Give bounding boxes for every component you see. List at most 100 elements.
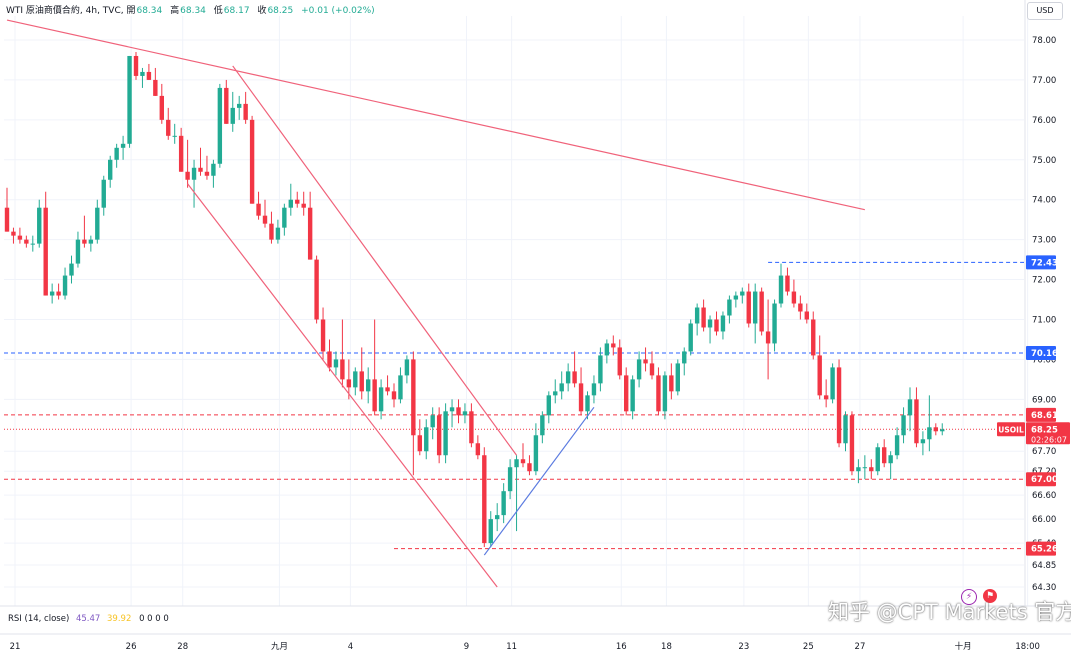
- candle-body: [791, 291, 797, 304]
- candle-body: [772, 303, 777, 344]
- candle-body: [62, 275, 68, 296]
- candle-body: [275, 227, 281, 240]
- currency-button[interactable]: USD: [1027, 2, 1063, 20]
- candle-body: [785, 275, 790, 292]
- candle-body: [172, 135, 177, 137]
- candle-body: [217, 87, 223, 164]
- candle-body: [443, 411, 448, 456]
- candle-body: [282, 207, 287, 228]
- candle-body: [617, 347, 622, 376]
- candle-body: [482, 455, 487, 544]
- candle-body: [456, 407, 461, 416]
- y-tick-label: 75.00: [1032, 156, 1056, 166]
- candle-body: [817, 355, 822, 396]
- candle-body: [862, 467, 868, 469]
- candle-body: [108, 159, 113, 180]
- candle-body: [185, 171, 190, 180]
- x-tick-label: 9: [464, 642, 469, 652]
- candle-body: [249, 119, 255, 204]
- candle-body: [720, 315, 726, 332]
- candle-body: [540, 415, 545, 436]
- candle-body: [191, 167, 197, 180]
- candle-body: [333, 359, 339, 368]
- candle-body: [727, 299, 732, 316]
- candle-body: [649, 363, 655, 376]
- change-value: +0.01 (+0.02%): [301, 6, 375, 16]
- candle-body: [669, 375, 674, 392]
- candle-body: [682, 351, 687, 364]
- candle-body: [830, 367, 835, 400]
- y-tick-label: 77.00: [1032, 76, 1056, 86]
- candle-body: [469, 411, 474, 444]
- candle-body: [159, 95, 164, 120]
- candle-body: [856, 467, 861, 472]
- price-tag-label: 68.61: [1031, 411, 1058, 421]
- candle-body: [43, 207, 48, 296]
- x-tick-label: 27: [855, 642, 866, 652]
- candle-body: [307, 207, 313, 260]
- candle-body: [320, 319, 326, 352]
- candle-body: [546, 395, 551, 416]
- last-price-tag: [1026, 422, 1070, 445]
- candle-body: [553, 391, 558, 396]
- candle-body: [88, 239, 94, 244]
- candle-body: [101, 179, 106, 208]
- candle-body: [604, 343, 610, 356]
- symbol-tag: [997, 422, 1025, 437]
- rsi-value: 45.47: [75, 614, 101, 624]
- y-tick-label: 78.00: [1032, 36, 1056, 46]
- symbol-label: USOIL: [998, 425, 1024, 434]
- x-tick-label: 25: [803, 642, 814, 652]
- price-tag: [1026, 407, 1056, 422]
- candle-body: [359, 371, 364, 392]
- countdown-label: 02:26:07: [1031, 435, 1067, 444]
- candle-body: [398, 375, 403, 400]
- candle-body: [630, 379, 635, 412]
- y-tick-label: 76.00: [1032, 116, 1056, 126]
- candle-body: [643, 359, 648, 364]
- candle-body: [701, 307, 706, 328]
- x-tick-label: 18:00: [1015, 642, 1040, 652]
- candle-body: [914, 399, 919, 444]
- candle-body: [585, 395, 590, 412]
- rsi-legend[interactable]: RSI (14, close) 45.47 39.92 0 0 0 0: [8, 614, 169, 624]
- x-tick-label: 九月: [271, 642, 288, 652]
- candle-body: [24, 239, 29, 244]
- candle-body: [714, 319, 719, 332]
- x-tick-label: 23: [738, 642, 749, 652]
- candle-body: [243, 103, 248, 120]
- candle-body: [153, 79, 158, 96]
- candle-body: [501, 491, 506, 516]
- candle-body: [778, 275, 784, 304]
- flag-icon[interactable]: ⚑: [983, 589, 997, 603]
- candle-body: [353, 371, 358, 388]
- rsi-ma-value: 39.92: [107, 614, 132, 624]
- lightning-icon[interactable]: ⚡: [961, 589, 977, 605]
- instrument-label[interactable]: WTI 原油商價合約, 4h, TVC: [6, 6, 121, 16]
- y-tick-label: 69.00: [1032, 395, 1056, 405]
- watermark: 知乎 @CPT Markets 官方: [828, 600, 1071, 624]
- candle-body: [559, 383, 564, 392]
- candle-body: [378, 387, 384, 412]
- candle-body: [140, 71, 145, 76]
- candle-body: [295, 199, 300, 204]
- candle-body: [133, 55, 139, 76]
- candle-body: [759, 291, 764, 332]
- candle-body: [30, 243, 35, 245]
- candle-body: [385, 387, 390, 392]
- y-tick-label: 71.00: [1032, 315, 1056, 325]
- candle-body: [462, 411, 468, 416]
- candle-body: [372, 379, 377, 412]
- close-label: 收: [257, 6, 267, 16]
- candle-body: [166, 119, 171, 136]
- candle-body: [591, 383, 597, 396]
- y-tick-label: 72.00: [1032, 276, 1056, 286]
- candle-body: [765, 331, 771, 344]
- candle-body: [636, 359, 642, 380]
- candle-body: [843, 415, 848, 444]
- x-tick-label: 21: [10, 642, 21, 652]
- trendline: [6, 19, 865, 211]
- candle-body: [411, 359, 416, 436]
